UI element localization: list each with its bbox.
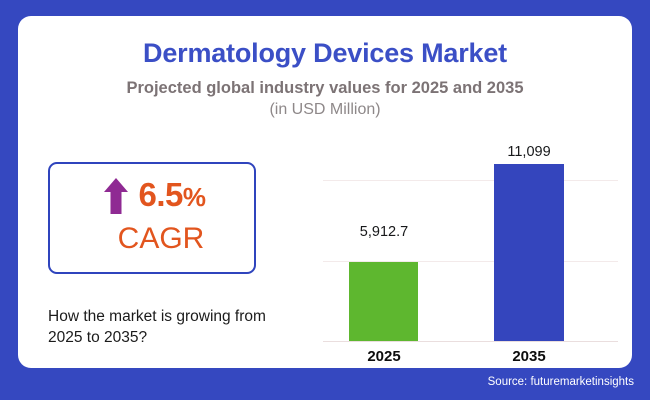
growth-caption: How the market is growing from 2025 to 2… xyxy=(48,308,266,346)
page-title: Dermatology Devices Market xyxy=(143,38,507,68)
cagr-label: CAGR xyxy=(117,222,205,255)
gridline-upper xyxy=(323,180,618,181)
page-subtitle: Projected global industry values for 202… xyxy=(126,79,524,97)
axis-baseline xyxy=(323,341,618,342)
cagr-percent-symbol: % xyxy=(182,182,206,212)
bar-2035 xyxy=(494,164,564,341)
category-label-2025: 2025 xyxy=(367,348,401,365)
source-label: Source: futuremarketinsights xyxy=(487,376,634,388)
gridline-mid xyxy=(323,261,618,262)
bar-value-label-2025: 5,912.7 xyxy=(359,224,409,240)
cagr-number: 6.5 xyxy=(138,176,184,213)
category-label-2035: 2035 xyxy=(512,348,546,365)
bar-value-label-2035: 11,099 xyxy=(507,144,551,160)
units-label: (in USD Million) xyxy=(269,101,381,118)
cagr-value: 6.5% xyxy=(139,178,206,214)
content-card: Dermatology Devices Market Projected glo… xyxy=(18,16,632,368)
bar-chart: 5,912.7 2025 11,099 2035 xyxy=(323,136,618,365)
arrow-up-icon xyxy=(103,178,128,214)
cagr-value-row: 6.5% xyxy=(50,174,258,218)
cagr-box: 6.5% CAGR xyxy=(48,162,256,274)
bar-2025 xyxy=(349,262,418,341)
